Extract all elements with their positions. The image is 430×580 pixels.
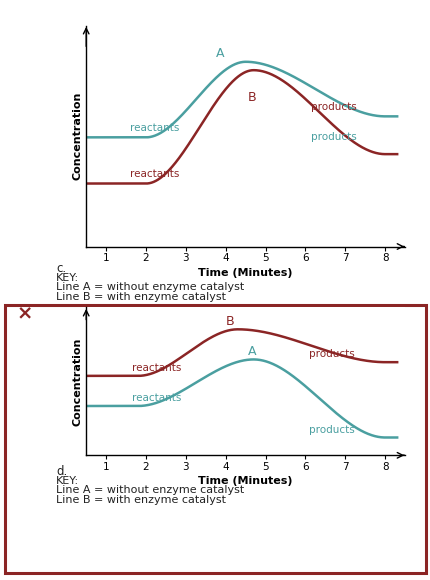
Text: products: products bbox=[309, 349, 354, 360]
Text: reactants: reactants bbox=[132, 393, 181, 403]
Text: A: A bbox=[215, 46, 224, 60]
X-axis label: Time (Minutes): Time (Minutes) bbox=[198, 267, 292, 278]
Text: c.: c. bbox=[56, 262, 66, 274]
Y-axis label: Concentration: Concentration bbox=[72, 337, 82, 426]
Text: Line B = with enzyme catalyst: Line B = with enzyme catalyst bbox=[56, 495, 225, 505]
Text: products: products bbox=[309, 425, 354, 435]
Y-axis label: Concentration: Concentration bbox=[72, 92, 82, 180]
Text: reactants: reactants bbox=[132, 363, 181, 373]
Text: products: products bbox=[311, 132, 356, 142]
Text: ×: × bbox=[16, 304, 33, 323]
Text: A: A bbox=[247, 345, 255, 358]
Text: d.: d. bbox=[56, 465, 67, 478]
Text: B: B bbox=[247, 91, 256, 104]
Text: Line A = without enzyme catalyst: Line A = without enzyme catalyst bbox=[56, 485, 244, 495]
Text: B: B bbox=[225, 315, 233, 328]
Text: reactants: reactants bbox=[130, 123, 179, 133]
Text: Line A = without enzyme catalyst: Line A = without enzyme catalyst bbox=[56, 282, 244, 292]
X-axis label: Time (Minutes): Time (Minutes) bbox=[198, 476, 292, 487]
Text: products: products bbox=[311, 102, 356, 112]
Text: reactants: reactants bbox=[130, 169, 179, 179]
Text: KEY:: KEY: bbox=[56, 476, 79, 485]
Text: KEY:: KEY: bbox=[56, 273, 79, 282]
Text: Line B = with enzyme catalyst: Line B = with enzyme catalyst bbox=[56, 292, 225, 302]
